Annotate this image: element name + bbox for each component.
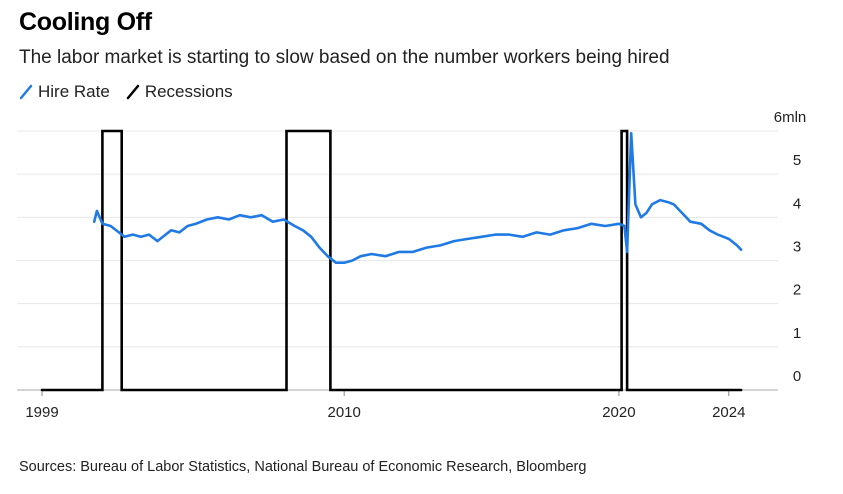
chart-subtitle: The labor market is starting to slow bas…	[19, 47, 670, 68]
legend-label-recessions: Recessions	[144, 82, 233, 101]
x-tick-label-1: 2010	[327, 404, 360, 421]
x-tick-label-0: 1999	[25, 404, 58, 421]
y-tick-label-6: 6mln	[774, 109, 807, 126]
series-line-recessions	[40, 129, 743, 392]
series-line-hire-rate	[92, 131, 743, 264]
y-tick-label-1: 1	[793, 325, 801, 342]
legend-item-hire-rate: Hire Rate	[19, 82, 110, 102]
y-tick-label-0: 0	[793, 368, 801, 385]
recessions-legend-swatch-icon	[126, 84, 140, 100]
y-tick-label-2: 2	[793, 282, 801, 299]
source-note: Sources: Bureau of Labor Statistics, Nat…	[19, 459, 587, 475]
hire-rate-legend-swatch-icon	[19, 84, 33, 100]
y-tick-label-3: 3	[793, 239, 801, 256]
chart-title: Cooling Off	[19, 8, 152, 36]
legend-item-recessions: Recessions	[126, 82, 233, 102]
y-tick-label-4: 4	[793, 195, 801, 212]
legend-label-hire-rate: Hire Rate	[38, 82, 110, 101]
legend: Hire Rate Recessions	[19, 82, 233, 102]
x-tick-label-3: 2024	[712, 404, 745, 421]
y-tick-label-5: 5	[793, 152, 801, 169]
x-tick-label-2: 2020	[602, 404, 635, 421]
